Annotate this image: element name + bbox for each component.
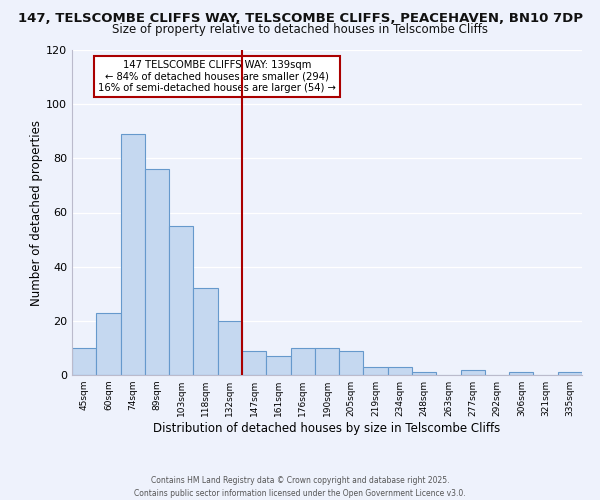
Y-axis label: Number of detached properties: Number of detached properties <box>30 120 43 306</box>
Bar <box>266 356 290 375</box>
Text: 147 TELSCOMBE CLIFFS WAY: 139sqm
← 84% of detached houses are smaller (294)
16% : 147 TELSCOMBE CLIFFS WAY: 139sqm ← 84% o… <box>98 60 336 93</box>
Bar <box>290 348 315 375</box>
Bar <box>461 370 485 375</box>
Bar <box>72 348 96 375</box>
Bar <box>96 312 121 375</box>
Bar <box>242 350 266 375</box>
Bar <box>218 321 242 375</box>
Text: 147, TELSCOMBE CLIFFS WAY, TELSCOMBE CLIFFS, PEACEHAVEN, BN10 7DP: 147, TELSCOMBE CLIFFS WAY, TELSCOMBE CLI… <box>17 12 583 26</box>
Text: Size of property relative to detached houses in Telscombe Cliffs: Size of property relative to detached ho… <box>112 22 488 36</box>
Bar <box>315 348 339 375</box>
Bar <box>193 288 218 375</box>
Bar <box>412 372 436 375</box>
Bar <box>339 350 364 375</box>
X-axis label: Distribution of detached houses by size in Telscombe Cliffs: Distribution of detached houses by size … <box>154 422 500 435</box>
Bar <box>364 367 388 375</box>
Bar <box>509 372 533 375</box>
Bar <box>169 226 193 375</box>
Text: Contains HM Land Registry data © Crown copyright and database right 2025.
Contai: Contains HM Land Registry data © Crown c… <box>134 476 466 498</box>
Bar <box>558 372 582 375</box>
Bar <box>121 134 145 375</box>
Bar <box>388 367 412 375</box>
Bar <box>145 169 169 375</box>
